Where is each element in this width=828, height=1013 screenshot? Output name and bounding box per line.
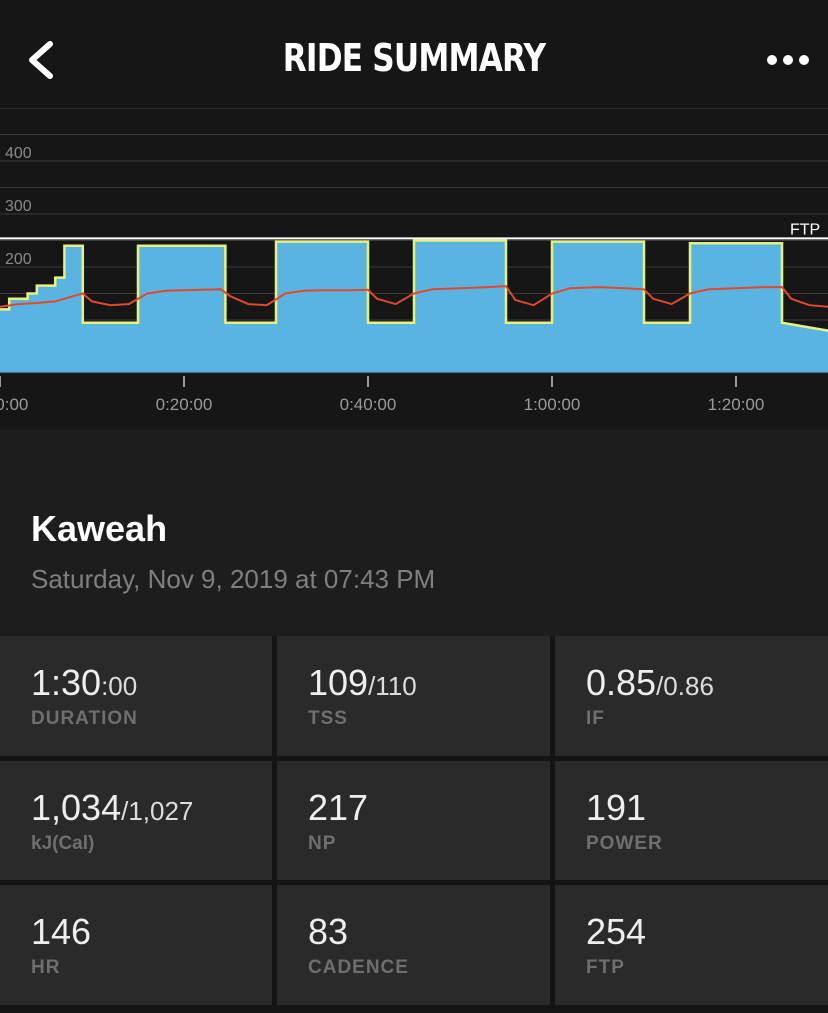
y-tick-label: 300	[5, 198, 32, 215]
stat-value: 146	[31, 911, 92, 952]
ftp-label: FTP	[790, 221, 820, 238]
stat-label: POWER	[586, 833, 663, 854]
x-ticks: 0:00:00 0:20:00 0:40:00 1:00:00 1:20:00	[0, 376, 764, 414]
stat-label: IF	[586, 708, 605, 729]
y-tick-labels: 200 300 400	[5, 145, 32, 268]
stat-sub-value: /1,027	[121, 796, 194, 826]
stat-label: NP	[308, 833, 337, 854]
stat-duration: 1:30:00 DURATION	[0, 636, 272, 756]
more-button[interactable]	[762, 48, 814, 72]
ride-date: Saturday, Nov 9, 2019 at 07:43 PM	[31, 564, 436, 594]
power-line	[0, 239, 828, 332]
stat-label: kJ(Cal)	[31, 833, 95, 854]
stat-label: HR	[31, 957, 61, 978]
heart-rate-line	[0, 285, 828, 308]
stat-if: 0.85/0.86 IF	[555, 636, 828, 756]
more-horizontal-icon	[767, 55, 809, 65]
y-tick-label: 200	[5, 251, 32, 268]
ride-name: Kaweah	[31, 508, 168, 549]
power-chart[interactable]: 200 300 400 FTP 0:00:00 0:20:00 0:40:00 1:00:…	[0, 108, 828, 430]
top-bar: RIDE SUMMARY	[0, 0, 828, 108]
stat-power: 191 POWER	[555, 761, 828, 880]
x-tick-label: 0:20:00	[156, 395, 213, 414]
stat-value: 109	[308, 662, 369, 703]
power-chart-svg: 200 300 400 FTP 0:00:00 0:20:00 0:40:00 1:00:…	[0, 108, 828, 414]
stat-label: FTP	[586, 957, 625, 978]
stat-tss: 109/110 TSS	[277, 636, 550, 756]
stat-value: 217	[308, 787, 369, 828]
stat-sub-value: /110	[368, 671, 417, 701]
stats-grid: 1:30:00 DURATION 109/110 TSS 0.85/0.86 I…	[0, 636, 828, 1013]
page-title: RIDE SUMMARY	[282, 36, 546, 80]
chevron-left-icon	[29, 41, 53, 79]
stat-value: 191	[586, 787, 647, 828]
stat-value: 254	[586, 911, 647, 952]
stat-kj: 1,034/1,027 kJ(Cal)	[0, 761, 272, 880]
x-tick-label: 0:00:00	[0, 395, 28, 414]
stat-label: CADENCE	[308, 957, 409, 978]
back-button[interactable]	[22, 38, 62, 82]
stat-label: TSS	[308, 708, 348, 729]
ride-info: Kaweah Saturday, Nov 9, 2019 at 07:43 PM	[0, 430, 828, 636]
stat-value: 0.85	[586, 662, 657, 703]
stat-sub-value: /0.86	[656, 671, 714, 701]
x-tick-label: 1:00:00	[524, 395, 581, 414]
stat-ftp: 254 FTP	[555, 885, 828, 1005]
y-tick-label: 400	[5, 145, 32, 162]
stat-np: 217 NP	[277, 761, 550, 880]
x-tick-label: 1:20:00	[708, 395, 765, 414]
stat-value: 83	[308, 911, 349, 952]
stat-label: DURATION	[31, 708, 138, 729]
stat-sub-value: :00	[101, 671, 138, 701]
stat-hr: 146 HR	[0, 885, 272, 1005]
stat-value: 1,034	[31, 787, 122, 828]
stat-cadence: 83 CADENCE	[277, 885, 550, 1005]
x-tick-label: 0:40:00	[340, 395, 397, 414]
stat-value: 1:30	[31, 662, 102, 703]
